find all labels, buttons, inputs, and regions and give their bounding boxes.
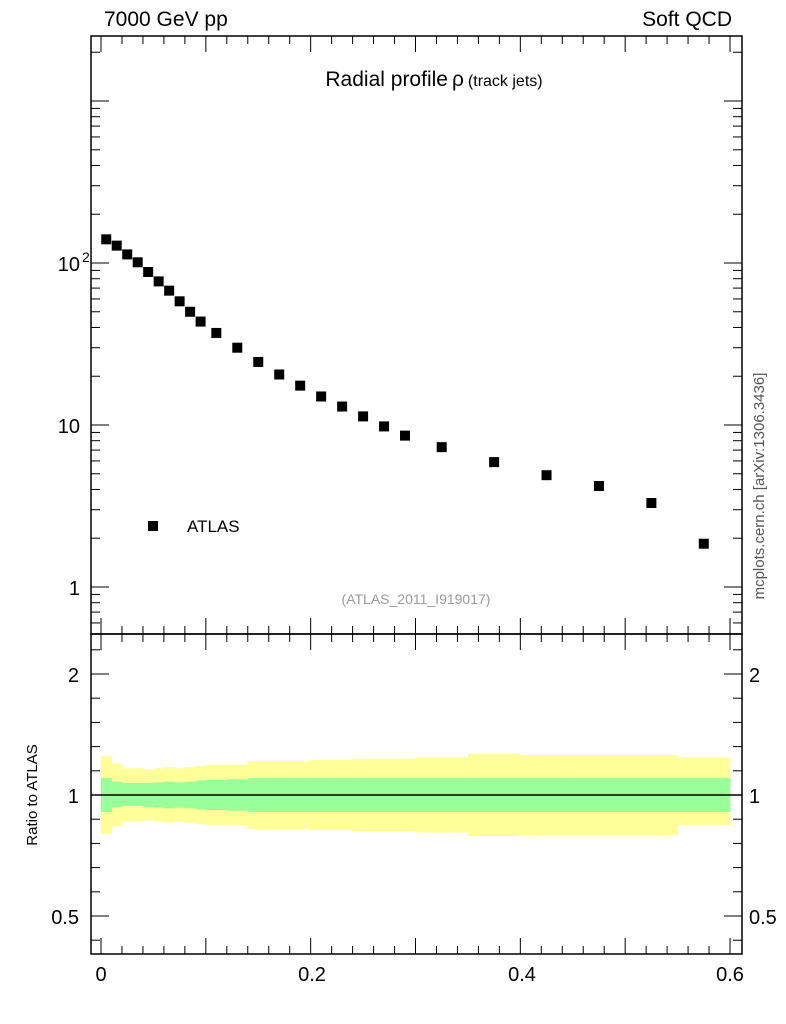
atlas-data-point	[436, 442, 447, 453]
ratio-panel-ticks	[91, 634, 742, 954]
legend-label-atlas: ATLAS	[187, 517, 240, 536]
atlas-data-point	[174, 296, 185, 307]
atlas-data-point	[646, 498, 657, 509]
chart-title-symbol: ρ	[452, 68, 464, 91]
atlas-data-point	[164, 285, 175, 296]
ratio-y-tick-label-right: 0.5	[749, 907, 777, 929]
header-right: Soft QCD	[642, 8, 732, 31]
atlas-data-point	[337, 401, 348, 412]
atlas-markers	[101, 234, 709, 549]
atlas-data-point	[295, 380, 306, 391]
atlas-data-point	[316, 391, 327, 402]
atlas-data-point	[211, 327, 222, 338]
x-tick-label: 0	[95, 964, 106, 986]
x-tick-label: 0.4	[508, 964, 536, 986]
atlas-data-point	[143, 266, 154, 277]
chart-title-main: Radial profile	[325, 68, 448, 91]
legend-marker	[148, 521, 158, 531]
y-tick-label: 1	[69, 578, 80, 600]
atlas-data-point	[195, 316, 206, 327]
atlas-data-point	[253, 356, 264, 367]
atlas-data-point	[698, 538, 709, 549]
ratio-y-tick-label-right: 1	[749, 786, 760, 808]
x-tick-label: 0.6	[716, 964, 744, 986]
y-tick-label: 10	[58, 254, 80, 276]
y-tick-exponent: 2	[82, 249, 90, 265]
ratio-y-tick-label-left: 1	[68, 786, 79, 808]
x-tick-label: 0.2	[298, 964, 326, 986]
main-panel-ticks	[91, 36, 742, 634]
atlas-data-point	[489, 457, 500, 468]
ratio-panel: 2 1 0.5 2 1 0.5 0 0.2 0.4 0.6 Ratio to A…	[24, 633, 777, 986]
atlas-data-point	[111, 240, 122, 251]
atlas-data-point	[101, 234, 112, 245]
side-credit-label: mcplots.cern.ch [arXiv:1306.3436]	[751, 373, 768, 600]
main-panel: 10 2 10 1 Radial profile ρ (track jets) AT…	[58, 35, 743, 635]
atlas-data-point	[400, 430, 411, 441]
atlas-data-point	[593, 481, 604, 492]
atlas-data-point	[122, 249, 133, 260]
header-left: 7000 GeV pp	[104, 8, 228, 31]
ratio-y-tick-label-right: 2	[749, 665, 760, 687]
atlas-data-point	[153, 276, 164, 287]
chart-title: Radial profile ρ (track jets)	[325, 68, 542, 91]
ratio-y-tick-label-left: 2	[68, 665, 79, 687]
ratio-y-tick-label-left: 0.5	[51, 907, 79, 929]
main-panel-frame	[90, 35, 743, 635]
atlas-data-point	[379, 421, 390, 432]
atlas-data-point	[541, 470, 552, 481]
atlas-data-point	[232, 342, 243, 353]
atlas-data-point	[274, 369, 285, 380]
atlas-data-point	[185, 306, 196, 317]
analysis-tag: (ATLAS_2011_I919017)	[342, 591, 491, 607]
chart-title-suffix: (track jets)	[468, 73, 543, 90]
y-tick-label: 10	[58, 416, 80, 438]
ratio-y-axis-label: Ratio to ATLAS	[24, 744, 41, 845]
main-panel-tick-labels: 10 2 10 1	[58, 249, 90, 600]
atlas-data-point	[132, 257, 143, 268]
ratio-panel-frame	[90, 633, 743, 955]
atlas-data-point	[358, 411, 369, 422]
